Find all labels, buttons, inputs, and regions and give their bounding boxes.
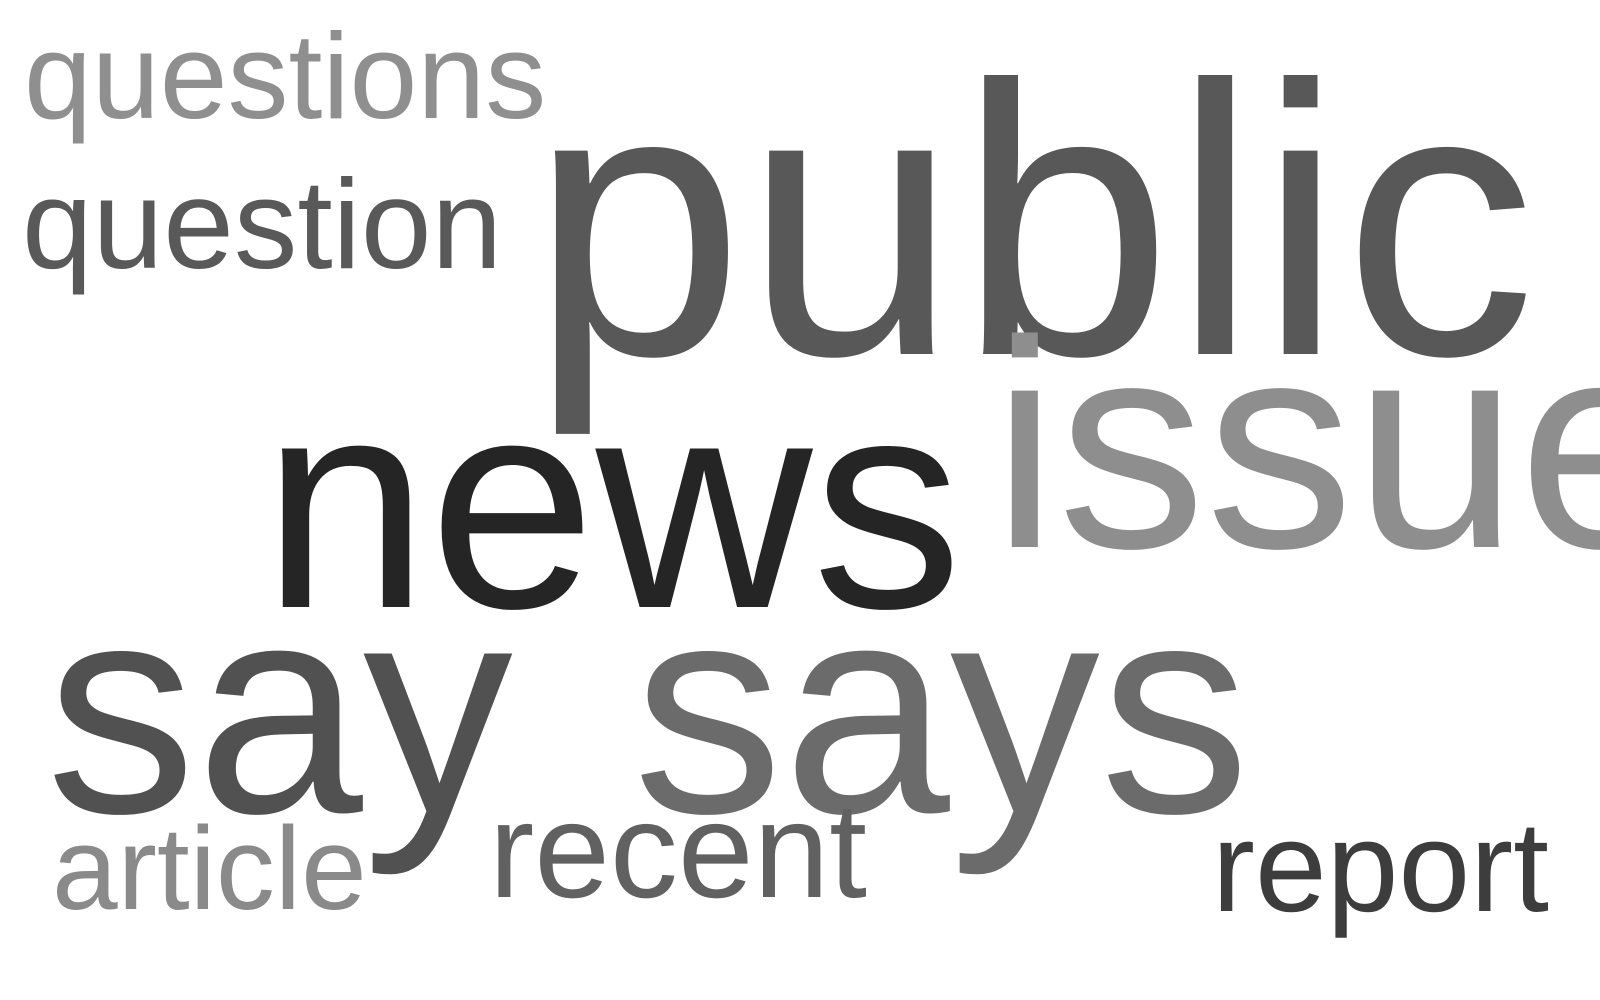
word-report: report — [1212, 795, 1549, 939]
word-say: say — [46, 540, 513, 876]
word-recent: recent — [489, 774, 867, 926]
word-says: says — [633, 540, 1250, 876]
word-news: news — [262, 335, 963, 671]
word-questions: questions — [24, 8, 547, 144]
word-article: article — [52, 803, 367, 935]
word-question: question — [22, 153, 503, 295]
word-issue: issue — [992, 279, 1600, 610]
word-public: public — [530, 5, 1536, 436]
